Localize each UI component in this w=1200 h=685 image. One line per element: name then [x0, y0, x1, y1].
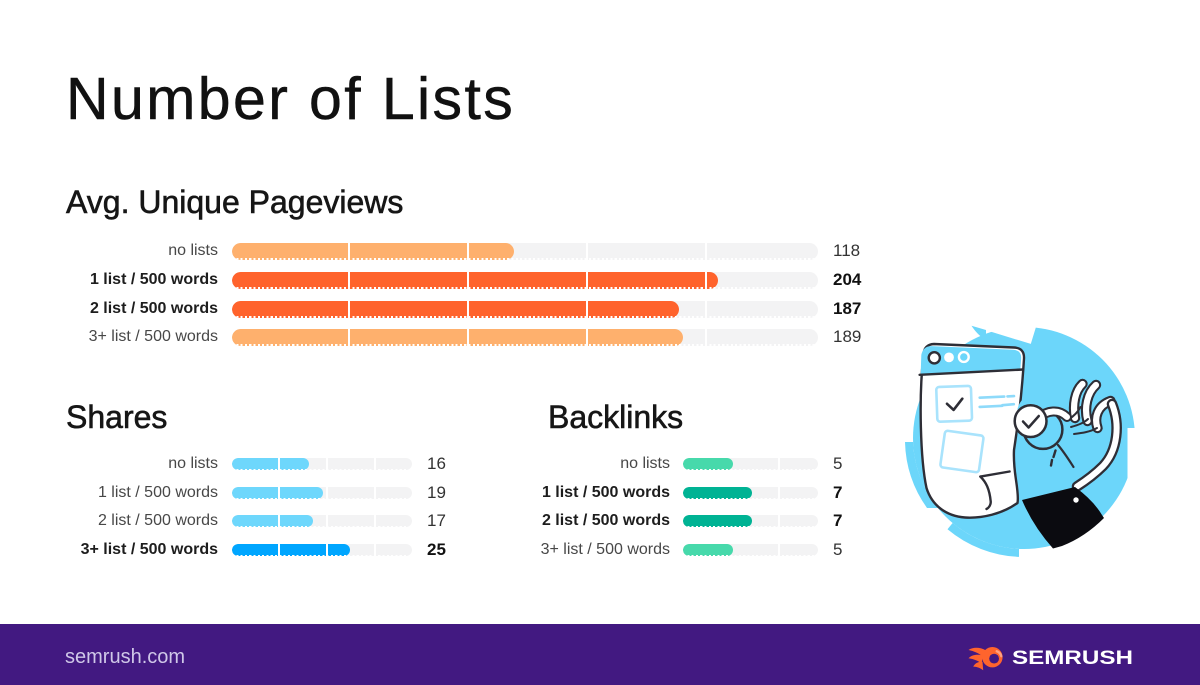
svg-text:SEMRUSH: SEMRUSH: [1012, 648, 1133, 669]
